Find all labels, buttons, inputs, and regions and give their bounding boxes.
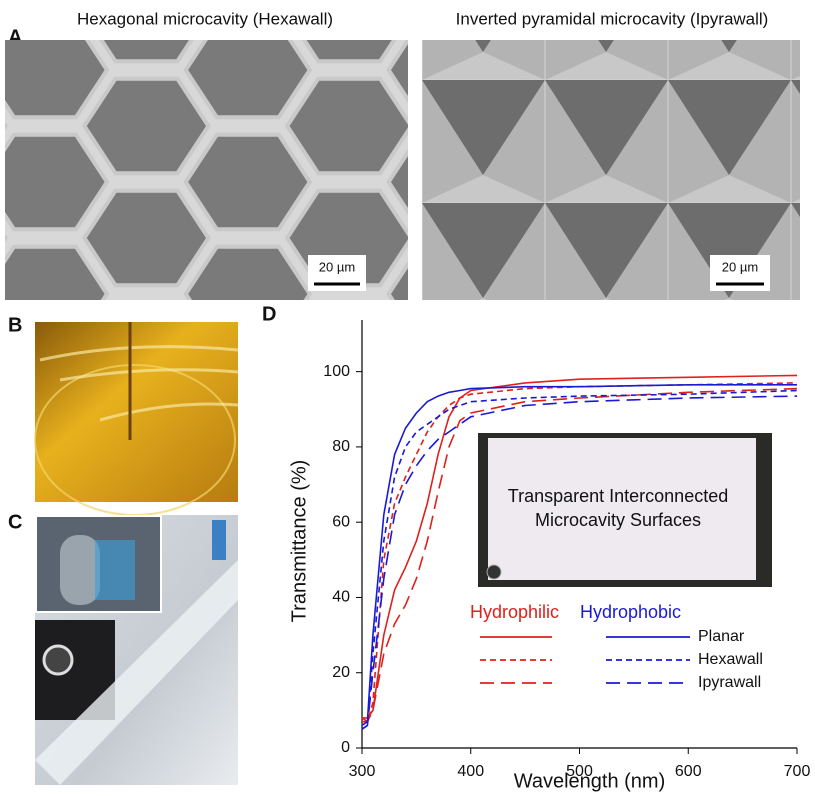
figure: A Hexagonal microcavity (Hexawall) Inver… xyxy=(0,0,815,796)
pyramid-face xyxy=(791,326,815,421)
pyramid-face xyxy=(422,298,545,326)
x-tick-label: 700 xyxy=(784,763,811,780)
y-tick-label: 80 xyxy=(332,438,350,455)
y-axis-title: Transmittance (%) xyxy=(288,460,310,623)
pyramid-face xyxy=(791,298,815,326)
pyramid-cell xyxy=(791,203,815,326)
scale-bar-label: 20 µm xyxy=(722,259,758,274)
y-tick-label: 40 xyxy=(332,589,350,606)
pyramid-face xyxy=(668,326,791,421)
microcavity xyxy=(389,0,513,5)
pyramid-cell xyxy=(668,326,791,449)
annotation: Microcavity Surfaces xyxy=(535,510,701,530)
microcavity xyxy=(287,303,411,398)
microcavity xyxy=(186,0,310,5)
pyramid-face xyxy=(422,326,545,421)
y-tick-label: 100 xyxy=(323,363,350,380)
x-axis-title: Wavelength (nm) xyxy=(514,770,666,792)
pyramid-cell xyxy=(791,326,815,449)
y-tick-label: 0 xyxy=(341,739,350,756)
microcavity xyxy=(0,415,6,510)
legend-label: Planar xyxy=(698,628,745,645)
annotation: Transparent Interconnected xyxy=(508,486,728,506)
pyramid-cell xyxy=(791,80,815,203)
microcavity xyxy=(0,0,107,5)
microcavity xyxy=(0,0,6,61)
microcavity xyxy=(0,79,6,174)
inset-photo-button xyxy=(487,565,501,579)
pyramid-face xyxy=(668,298,791,326)
sem-image xyxy=(422,0,815,449)
microcavity xyxy=(0,303,6,398)
panel-title: Inverted pyramidal microcavity (Ipyrawal… xyxy=(456,9,769,28)
pyramid-face xyxy=(545,326,668,421)
pyramid-cell xyxy=(791,0,815,80)
x-tick-label: 600 xyxy=(675,763,702,780)
legend-header: Hydrophilic xyxy=(470,602,559,622)
x-tick-label: 300 xyxy=(349,763,376,780)
y-tick-label: 60 xyxy=(332,513,350,530)
legend-label: Hexawall xyxy=(698,651,763,668)
legend-label: Ipyrawall xyxy=(698,674,761,691)
pyramid-face xyxy=(791,421,815,449)
panel-label: B xyxy=(8,314,22,336)
panel-label: D xyxy=(262,303,276,325)
legend-header: Hydrophobic xyxy=(580,602,681,622)
panel-label: C xyxy=(8,511,22,533)
panel-title: Hexagonal microcavity (Hexawall) xyxy=(77,9,333,28)
microcavity xyxy=(0,191,6,286)
x-tick-label: 400 xyxy=(457,763,484,780)
pyramid-face xyxy=(545,298,668,326)
scale-bar-label: 20 µm xyxy=(319,259,355,274)
photo xyxy=(35,322,238,515)
photo xyxy=(35,515,238,785)
y-tick-label: 20 xyxy=(332,664,350,681)
